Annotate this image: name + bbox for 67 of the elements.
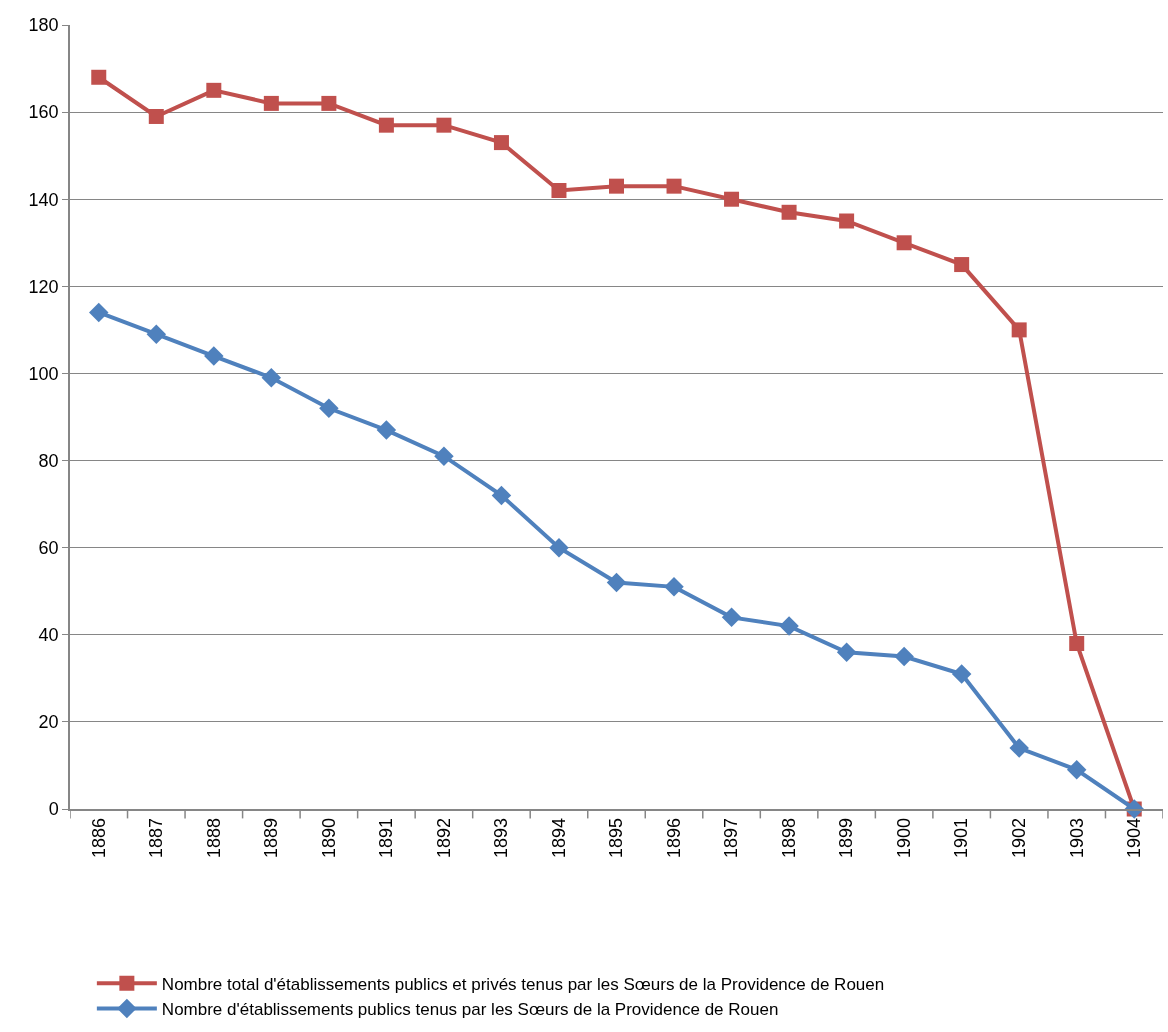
point — [204, 346, 224, 366]
x-tick-label: 1896 — [663, 817, 684, 858]
x-tick-label: 1894 — [548, 817, 569, 858]
point — [609, 178, 624, 194]
point — [436, 117, 452, 133]
point — [836, 642, 857, 662]
x-tick-label: 1903 — [1066, 817, 1087, 858]
point — [493, 135, 509, 151]
point — [954, 257, 970, 273]
x-tick-label: 1900 — [893, 817, 914, 858]
legend-label: Nombre total d'établissements publics et privés tenus par les Sœurs de la Providence de Rouen — [161, 974, 885, 994]
point — [951, 664, 972, 684]
x-tick-label: 1897 — [721, 817, 742, 858]
point — [1009, 738, 1029, 758]
point — [263, 95, 279, 111]
x-tick-label: 1892 — [433, 817, 454, 858]
point — [261, 368, 282, 388]
x-tick-label: 1901 — [951, 817, 972, 858]
y-tick-label: 160 — [28, 102, 59, 123]
x-tick-label: 1893 — [491, 817, 512, 858]
x-tick-label: 1895 — [606, 817, 627, 858]
y-tick-label: 140 — [28, 189, 59, 210]
x-tick-label: 1886 — [88, 817, 109, 858]
point — [721, 607, 742, 628]
x-tick-label: 1891 — [376, 817, 397, 858]
point — [91, 69, 107, 85]
point — [321, 95, 337, 111]
point — [896, 235, 912, 251]
y-tick-label: 100 — [28, 363, 59, 384]
x-tick-label: 1890 — [318, 817, 339, 858]
point — [1069, 635, 1085, 651]
x-tick-label: 1888 — [203, 817, 224, 858]
point — [491, 485, 512, 506]
y-tick-label: 180 — [28, 15, 59, 36]
point — [894, 646, 914, 667]
point — [551, 183, 567, 199]
y-tick-label: 120 — [28, 276, 59, 297]
point — [781, 204, 797, 220]
y-tick-label: 60 — [38, 537, 59, 558]
x-tick-label: 1889 — [261, 817, 282, 858]
y-tick-label: 20 — [38, 712, 59, 733]
legend-label: Nombre d'établissements publics tenus par les Sœurs de la Providence de Rouen — [161, 1000, 779, 1020]
point — [376, 420, 397, 440]
point — [1066, 760, 1087, 780]
point — [89, 302, 109, 323]
point — [146, 324, 167, 344]
point — [434, 446, 454, 466]
point — [378, 117, 394, 133]
y-tick-label: 40 — [38, 625, 59, 646]
y-tick-label: 80 — [38, 450, 59, 471]
y-tick-label: 0 — [48, 799, 59, 820]
point — [148, 108, 164, 124]
x-tick-label: 1902 — [1009, 817, 1030, 858]
point — [779, 616, 799, 636]
x-tick-label: 1887 — [146, 817, 167, 858]
point — [606, 572, 627, 593]
point — [664, 577, 684, 597]
point — [839, 213, 855, 229]
point — [549, 537, 569, 558]
point — [206, 82, 222, 98]
point — [724, 191, 740, 207]
point — [666, 178, 682, 194]
x-tick-label: 1904 — [1124, 817, 1145, 858]
x-tick-label: 1899 — [836, 817, 857, 858]
point — [1011, 322, 1027, 338]
point — [319, 398, 339, 419]
x-tick-label: 1898 — [778, 817, 799, 858]
